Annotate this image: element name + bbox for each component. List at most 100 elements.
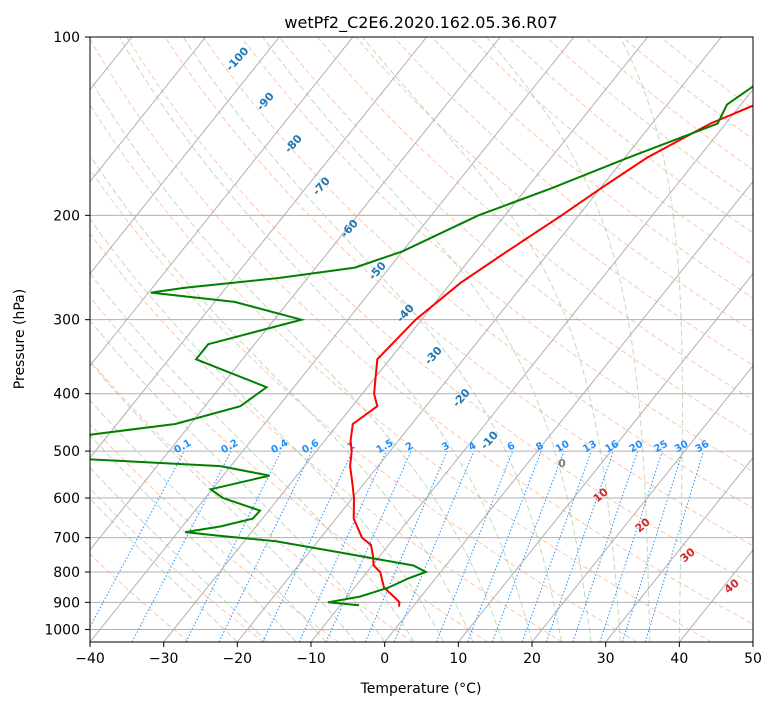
moist-adiabat-line xyxy=(90,434,297,642)
x-axis-label: Temperature (°C) xyxy=(360,681,482,697)
mixing-ratio-label: 4 xyxy=(467,440,479,453)
dry-adiabat-line xyxy=(90,232,563,642)
x-tick-label: 10 xyxy=(449,651,467,667)
y-tick-label: 300 xyxy=(53,313,80,329)
moist-adiabat-label: -90 xyxy=(254,90,277,114)
mixing-ratio-line xyxy=(90,450,185,628)
mixing-ratio-line xyxy=(491,450,565,642)
dry-adiabat-line xyxy=(90,553,190,642)
mixing-ratio-line xyxy=(185,450,282,642)
dry-adiabat-line xyxy=(431,37,753,299)
x-tick-label: −20 xyxy=(223,651,253,667)
mixing-ratio-label: 30 xyxy=(673,439,691,456)
mixing-ratio-line xyxy=(364,450,448,642)
isotherm-gridline xyxy=(384,180,753,642)
mixing-ratio-line xyxy=(435,450,514,642)
dry-adiabat-line xyxy=(90,296,488,642)
dry-adiabat-line xyxy=(90,488,264,642)
moist-adiabat-line xyxy=(182,37,562,642)
dry-adiabat-line xyxy=(90,104,712,642)
dry-adiabat-label: 40 xyxy=(722,576,742,596)
dry-adiabat-line xyxy=(90,38,753,625)
mixing-ratio-line xyxy=(218,450,313,642)
isotherm-gridline xyxy=(90,37,575,642)
moist-adiabat-line xyxy=(90,319,386,642)
mixing-ratio-line xyxy=(467,450,542,642)
moist-adiabat-line xyxy=(90,467,268,642)
dry-adiabat-line xyxy=(545,37,753,202)
x-tick-label: 50 xyxy=(744,651,762,667)
isotherm-gridline xyxy=(531,364,753,642)
mixing-ratio-label: 10 xyxy=(554,439,572,456)
dry-adiabat-line xyxy=(202,37,753,509)
dry-adiabat-line xyxy=(278,37,753,436)
y-tick-label: 700 xyxy=(53,531,80,547)
background-reference-lines xyxy=(90,37,753,642)
x-tick-label: −30 xyxy=(149,651,179,667)
isotherm-gridline xyxy=(605,457,753,642)
mixing-ratio-label: 25 xyxy=(652,439,670,456)
isotherm-gridline xyxy=(163,37,649,642)
x-tick-label: 30 xyxy=(597,651,615,667)
mixing-ratio-label: 0.6 xyxy=(300,438,321,456)
moist-adiabat-label: -60 xyxy=(338,217,361,241)
isotherm-gridline xyxy=(236,37,722,642)
x-tick-label: 20 xyxy=(523,651,541,667)
moist-adiabat-line xyxy=(90,399,327,642)
moist-adiabat-label: -10 xyxy=(478,428,501,452)
moist-adiabat-label: -30 xyxy=(422,344,445,368)
mixing-ratio-label: 2 xyxy=(404,440,416,453)
moist-adiabat-line xyxy=(90,361,356,642)
y-tick-label: 1000 xyxy=(44,622,80,638)
dry-adiabat-line xyxy=(469,37,753,266)
dry-adiabat-line xyxy=(507,37,753,234)
isotherm-gridline xyxy=(90,37,354,367)
freezing-level-label: 0 xyxy=(558,457,566,470)
mixing-ratio-label: 16 xyxy=(603,439,621,456)
y-tick-label: 800 xyxy=(53,565,80,581)
mixing-ratio-line xyxy=(545,450,614,642)
moist-adiabat-line xyxy=(90,77,503,642)
mixing-ratio-line xyxy=(599,450,663,642)
moist-adiabat-line xyxy=(262,37,592,642)
mixing-ratio-line xyxy=(393,450,475,642)
mixing-ratio-label: 36 xyxy=(694,439,712,456)
y-tick-label: 200 xyxy=(53,208,80,224)
plot-area: 0.1 0.2 0.4 0.6 1 1.5 2 3 4 6 8 10 13 16 20 25 30 36-100-… xyxy=(90,37,753,642)
y-tick-label: 600 xyxy=(53,491,80,507)
y-tick-label: 400 xyxy=(53,387,80,403)
mixing-ratio-line xyxy=(521,450,592,642)
dry-adiabat-line xyxy=(164,37,753,547)
mixing-ratio-line xyxy=(572,450,639,642)
mixing-ratio-label: 0.2 xyxy=(219,438,240,456)
chart-title: wetPf2_C2E6.2020.162.05.36.R07 xyxy=(284,13,557,33)
mixing-ratio-line xyxy=(621,450,684,642)
dry-adiabat-line xyxy=(240,37,753,472)
moist-adiabat-label: -100 xyxy=(223,44,251,73)
y-tick-label: 100 xyxy=(53,30,80,46)
y-tick-label: 500 xyxy=(53,444,80,460)
mixing-ratio-label: 6 xyxy=(506,440,518,453)
moist-adiabat-line xyxy=(619,37,683,642)
moist-adiabat-line xyxy=(118,37,533,642)
isotherm-gridline xyxy=(90,37,280,275)
moist-adiabat-line xyxy=(362,37,621,642)
x-tick-label: 40 xyxy=(670,651,688,667)
temperature-profile-line xyxy=(349,104,753,607)
y-axis-label: Pressure (hPa) xyxy=(12,289,28,389)
mixing-ratio-label: 13 xyxy=(581,439,599,456)
isotherm-gridline xyxy=(457,272,753,642)
mixing-ratio-line xyxy=(131,450,232,642)
x-tick-label: 0 xyxy=(380,651,389,667)
isotherm-gridline xyxy=(752,641,753,642)
isotherm-gridline xyxy=(310,88,753,642)
isotherm-gridline xyxy=(90,37,501,551)
y-tick-label: 900 xyxy=(53,595,80,611)
sounding-series xyxy=(90,85,753,607)
moist-adiabat-label: -80 xyxy=(282,132,305,156)
x-tick-label: −10 xyxy=(296,651,326,667)
dewpoint-profile-line xyxy=(90,85,753,607)
mixing-ratio-line xyxy=(644,450,705,642)
isotherm-gridline xyxy=(90,37,207,183)
